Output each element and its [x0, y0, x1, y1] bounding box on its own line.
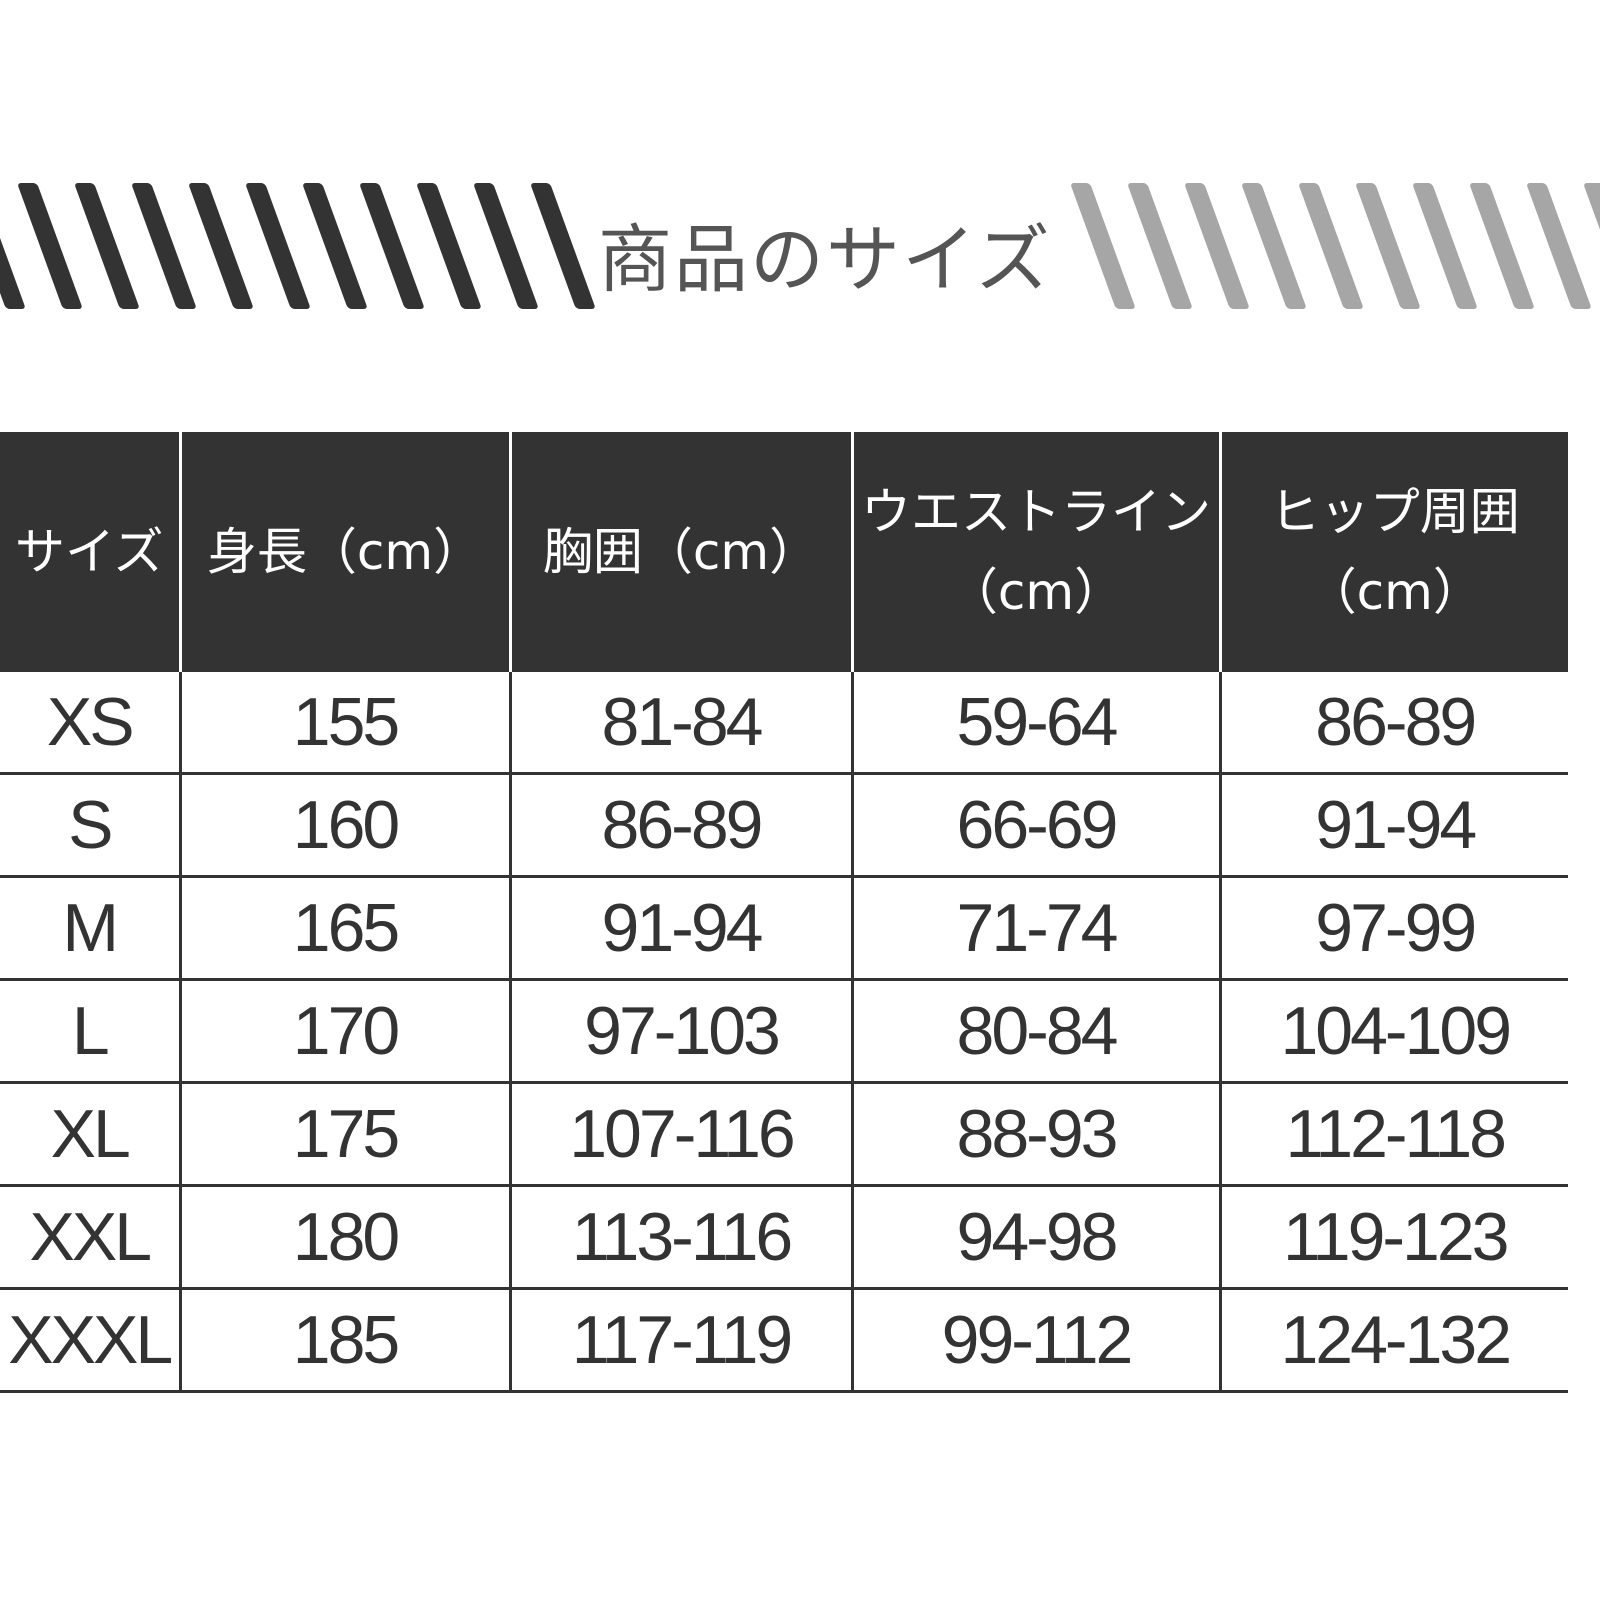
decorative-stripes-dark	[0, 183, 600, 309]
table-cell: XL	[0, 1082, 180, 1187]
size-table: サイズ 身長（cm） 胸囲（cm） ウエストライン （cm） ヒップ周囲 （cm） XS 15…	[0, 432, 1568, 1393]
table-cell: 86-89	[508, 773, 852, 878]
table-header-row: サイズ 身長（cm） 胸囲（cm） ウエストライン （cm） ヒップ周囲 （cm）	[0, 432, 1568, 672]
column-header: 胸囲（cm）	[508, 432, 852, 672]
stripe	[473, 183, 539, 309]
table-row: XS 155 81-84 59-64 86-89	[0, 672, 1568, 775]
table-cell: 59-64	[850, 672, 1220, 775]
table-cell: 81-84	[508, 672, 852, 775]
decorative-stripes-light	[1070, 183, 1600, 309]
stripe	[1070, 183, 1136, 309]
column-header-text: サイズ	[15, 523, 164, 581]
table-cell: 99-112	[850, 1288, 1220, 1393]
table-cell: S	[0, 773, 180, 878]
table-cell: 91-94	[1218, 773, 1568, 878]
column-header-text: ウエストライン	[861, 483, 1211, 541]
table-cell: 94-98	[850, 1185, 1220, 1290]
stripe	[1298, 183, 1364, 309]
table-cell: 91-94	[508, 876, 852, 981]
table-cell: 88-93	[850, 1082, 1220, 1187]
stripe	[1127, 183, 1193, 309]
stripe	[1412, 183, 1478, 309]
stripe	[245, 183, 311, 309]
stripe	[0, 183, 26, 309]
table-row: M 165 91-94 71-74 97-99	[0, 876, 1568, 981]
table-cell: 66-69	[850, 773, 1220, 878]
stripe	[188, 183, 254, 309]
column-header-text: ヒップ周囲	[1269, 483, 1520, 541]
table-cell: XS	[0, 672, 180, 775]
table-row: XXXL 185 117-119 99-112 124-132	[0, 1288, 1568, 1393]
table-cell: 175	[178, 1082, 510, 1187]
table-row: XXL 180 113-116 94-98 119-123	[0, 1185, 1568, 1290]
table-cell: 117-119	[508, 1288, 852, 1393]
column-header-text: 胸囲（cm）	[542, 523, 820, 581]
stripe	[1184, 183, 1250, 309]
table-cell: 170	[178, 979, 510, 1084]
stripe	[1241, 183, 1307, 309]
table-cell: 71-74	[850, 876, 1220, 981]
table-cell: L	[0, 979, 180, 1084]
column-header-text: （cm）	[1306, 563, 1483, 621]
table-cell: M	[0, 876, 180, 981]
stripe	[74, 183, 140, 309]
table-cell: 165	[178, 876, 510, 981]
stripe	[1526, 183, 1592, 309]
stripe	[416, 183, 482, 309]
table-cell: 124-132	[1218, 1288, 1568, 1393]
stripe	[17, 183, 83, 309]
table-cell: 113-116	[508, 1185, 852, 1290]
table-cell: 185	[178, 1288, 510, 1393]
table-body: XS 155 81-84 59-64 86-89 S 160 86-89 66-69 91-94 M…	[0, 672, 1568, 1393]
page-title: 商品のサイズ	[598, 217, 1052, 303]
table-cell: 80-84	[850, 979, 1220, 1084]
stripe	[131, 183, 197, 309]
stripe	[1583, 183, 1600, 309]
stripe	[1355, 183, 1421, 309]
table-cell: 104-109	[1218, 979, 1568, 1084]
column-header: 身長（cm）	[178, 432, 510, 672]
table-cell: 97-103	[508, 979, 852, 1084]
table-row: S 160 86-89 66-69 91-94	[0, 773, 1568, 878]
column-header-text: 身長（cm）	[206, 523, 484, 581]
stripe	[302, 183, 368, 309]
stripe	[1469, 183, 1535, 309]
table-cell: 155	[178, 672, 510, 775]
table-row: XL 175 107-116 88-93 112-118	[0, 1082, 1568, 1187]
table-cell: 119-123	[1218, 1185, 1568, 1290]
table-cell: XXXL	[0, 1288, 180, 1393]
column-header-text: （cm）	[947, 563, 1125, 621]
column-header: ウエストライン （cm）	[850, 432, 1220, 672]
table-cell: 97-99	[1218, 876, 1568, 981]
table-cell: 107-116	[508, 1082, 852, 1187]
table-cell: 112-118	[1218, 1082, 1568, 1187]
column-header: サイズ	[0, 432, 180, 672]
stripe	[530, 183, 596, 309]
table-cell: 180	[178, 1185, 510, 1290]
table-cell: 86-89	[1218, 672, 1568, 775]
stripe	[359, 183, 425, 309]
table-row: L 170 97-103 80-84 104-109	[0, 979, 1568, 1084]
table-cell: 160	[178, 773, 510, 878]
table-cell: XXL	[0, 1185, 180, 1290]
column-header: ヒップ周囲 （cm）	[1218, 432, 1568, 672]
